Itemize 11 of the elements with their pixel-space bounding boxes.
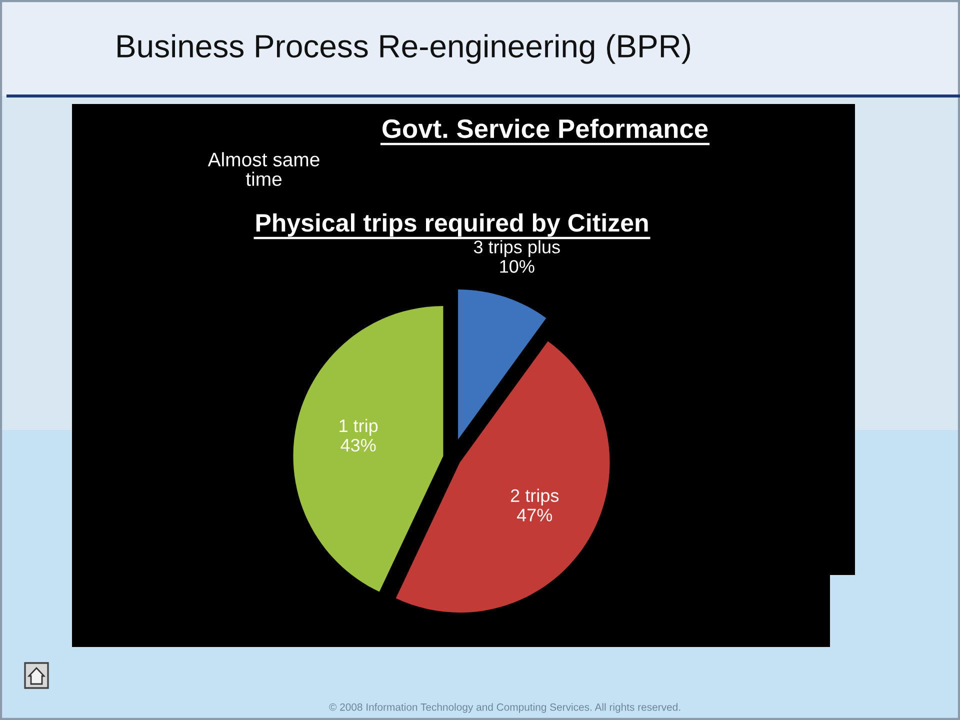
text: Physical trips required by Citizen — [256, 213, 648, 237]
text: © 2008 Information Technology and Computing Services. All rights reserved. — [329, 703, 680, 713]
slice-label: 3 trips plus — [474, 240, 560, 257]
text: Almost same time — [208, 152, 320, 186]
data-label: 43% — [340, 438, 376, 452]
data-label: 47% — [516, 508, 552, 522]
chart-subtitle: Govt. Service Peformance — [382, 118, 708, 138]
data-label: 10% — [500, 260, 534, 273]
slice-label: 1 trip — [340, 418, 378, 436]
slice-label: 2 trips — [510, 488, 559, 506]
chart-title: Business Process Re-engineering (BPR) — [118, 34, 690, 64]
